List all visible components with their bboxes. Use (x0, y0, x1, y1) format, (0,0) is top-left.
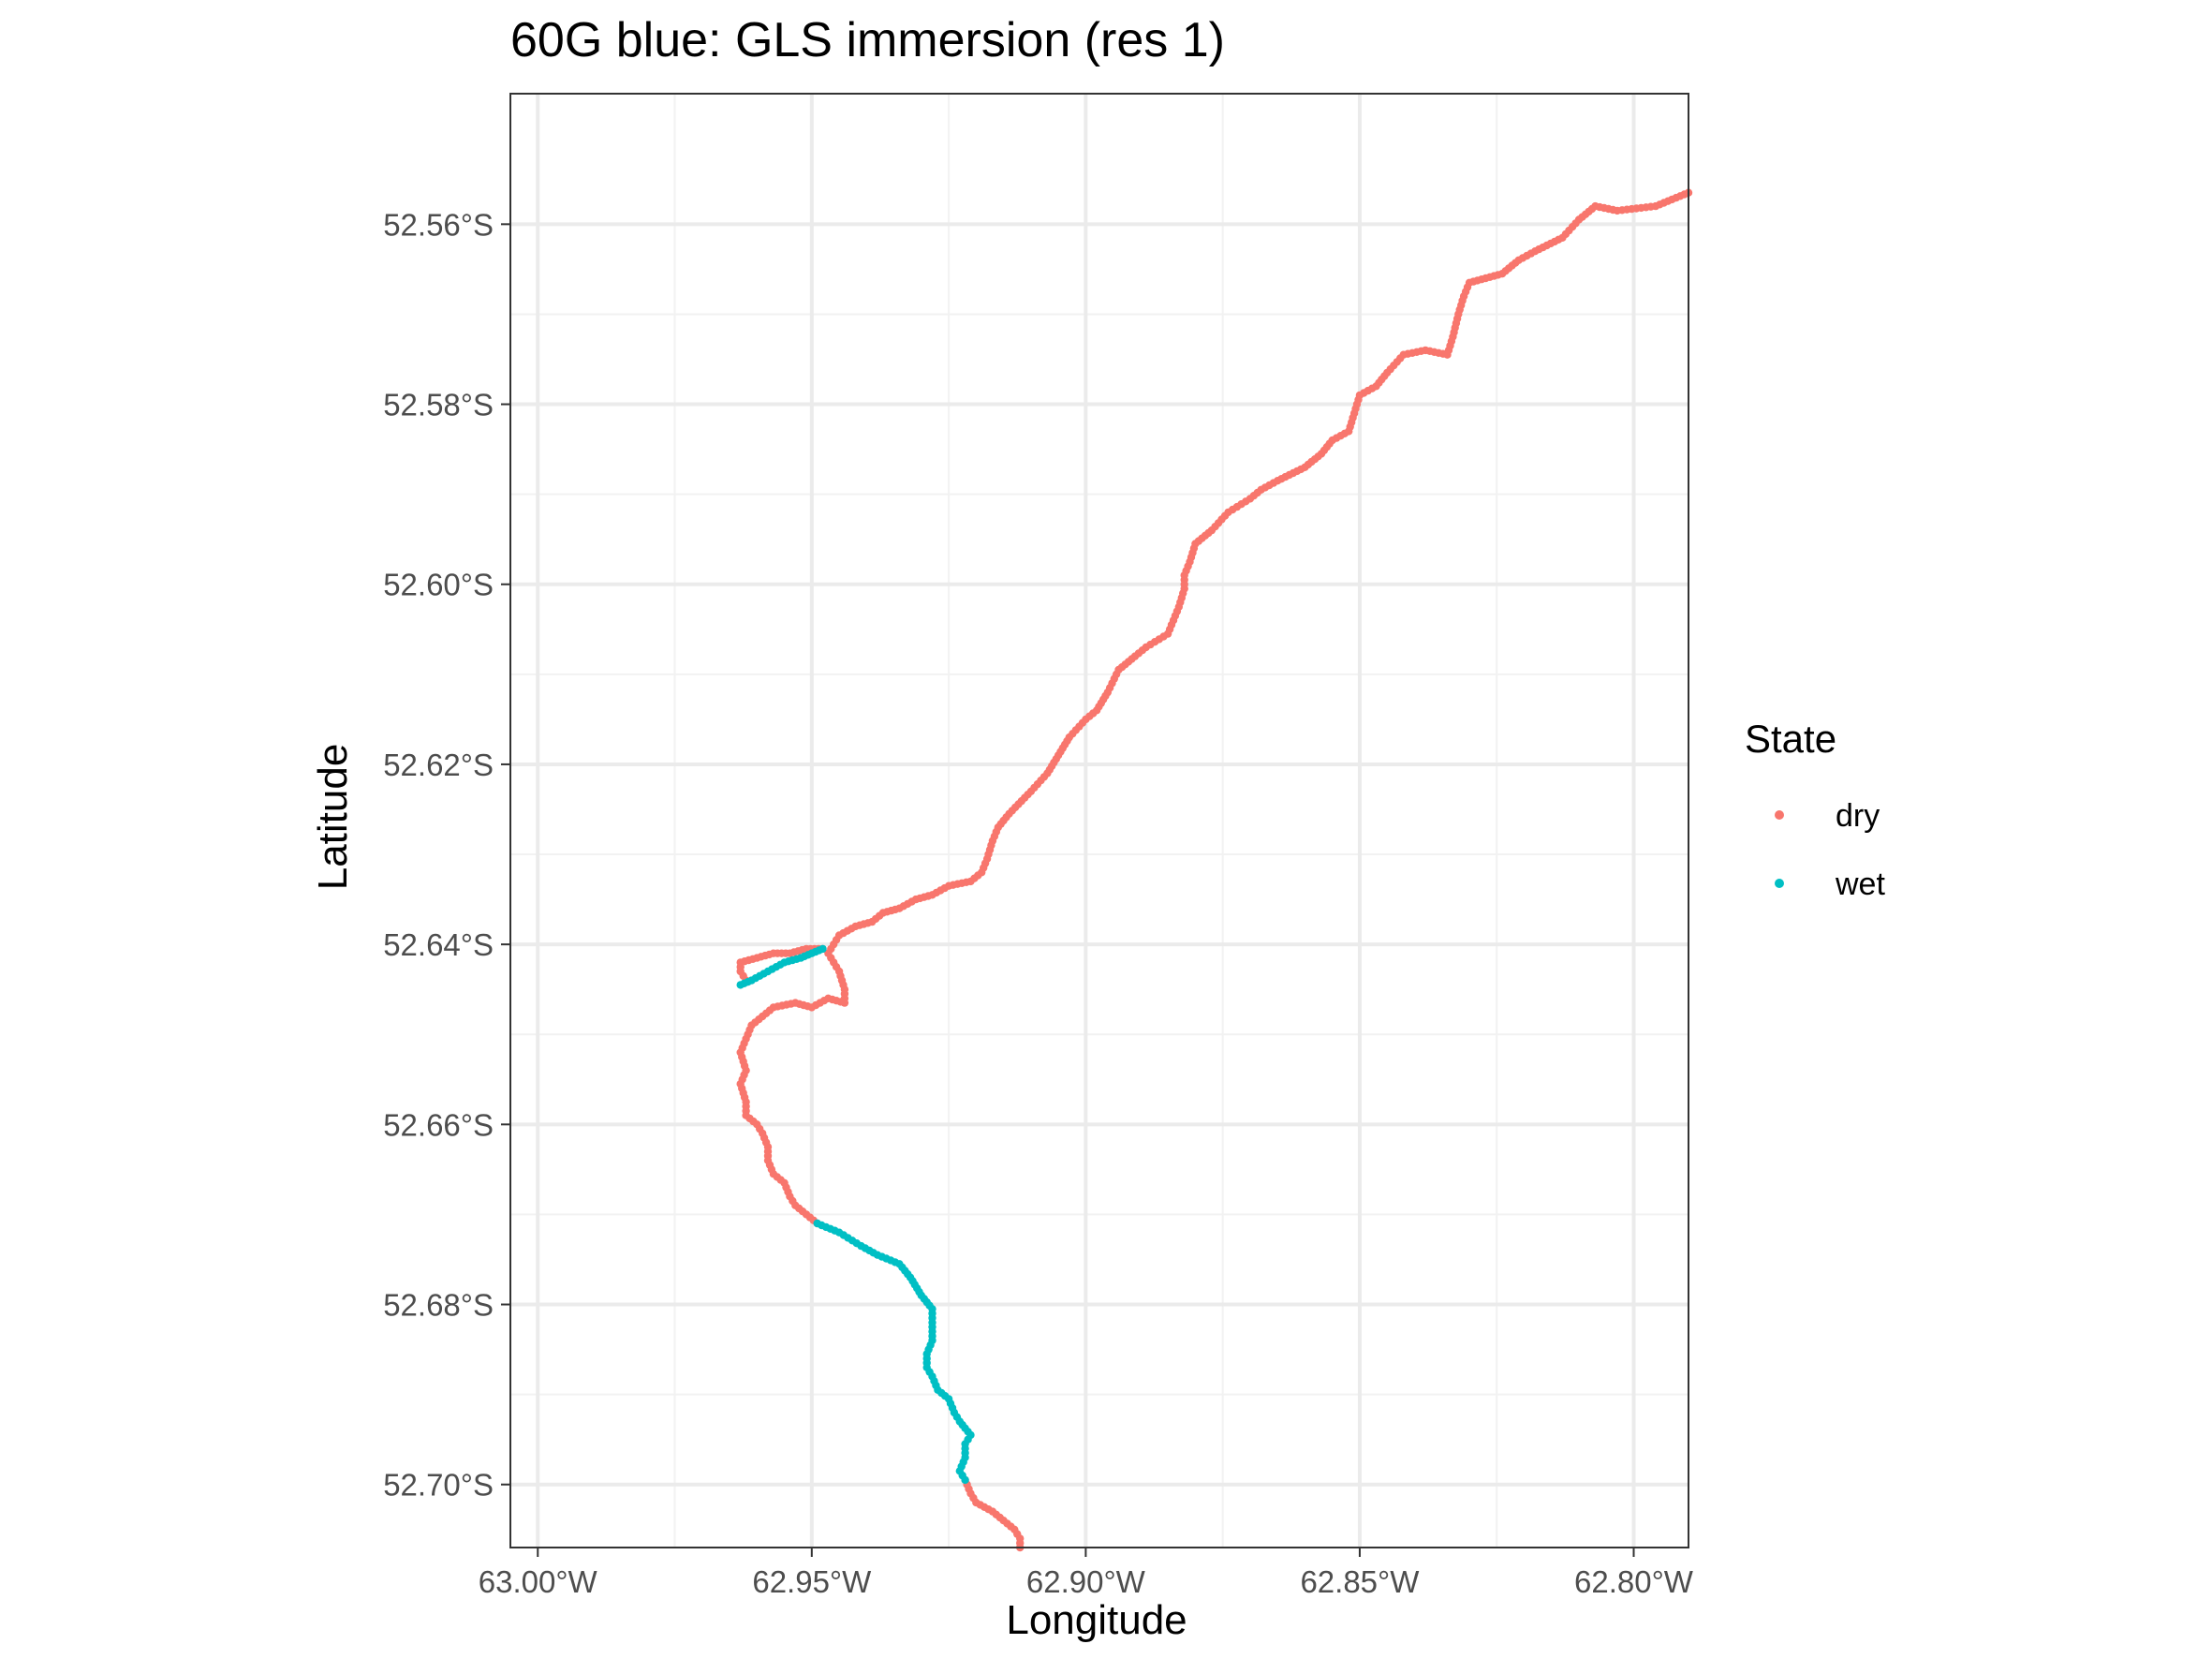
data-point-wet (818, 944, 827, 954)
y-tick-label: 52.58°S (383, 388, 494, 422)
y-tick-label: 52.62°S (383, 748, 494, 782)
data-points (736, 188, 1693, 1552)
legend: State dry wet (1745, 717, 1885, 902)
y-axis-title: Latitude (310, 744, 356, 891)
y-tick-label: 52.68°S (383, 1288, 494, 1323)
y-tick-label: 52.64°S (383, 927, 494, 962)
x-tick-label: 62.90°W (1026, 1564, 1146, 1599)
y-tick-label: 52.60°S (383, 568, 494, 602)
x-tick-label: 62.80°W (1574, 1564, 1694, 1599)
legend-key-wet (1775, 879, 1784, 888)
legend-label-dry: dry (1836, 798, 1880, 834)
y-tick-label: 52.56°S (383, 207, 494, 242)
x-tick-label: 63.00°W (479, 1564, 598, 1599)
y-tick-label: 52.70°S (383, 1468, 494, 1503)
x-tick-label: 62.85°W (1300, 1564, 1420, 1599)
axis-ticks: 63.00°W 62.95°W 62.90°W 62.85°W 62.80°W 52.56… (383, 207, 1694, 1599)
legend-label-wet: wet (1835, 867, 1885, 902)
chart-title: 60G blue: GLS immersion (res 1) (510, 13, 1225, 67)
legend-key-dry (1775, 810, 1784, 820)
grid-lines (510, 94, 1688, 1548)
y-tick-label: 52.66°S (383, 1107, 494, 1142)
plot-panel-border (509, 93, 1689, 1548)
x-tick-label: 62.95°W (752, 1564, 872, 1599)
legend-title: State (1745, 717, 1836, 761)
series-wet (736, 944, 975, 1485)
x-axis-title: Longitude (1006, 1597, 1187, 1643)
series-dry (736, 188, 1693, 1552)
data-point-wet (961, 1475, 969, 1485)
